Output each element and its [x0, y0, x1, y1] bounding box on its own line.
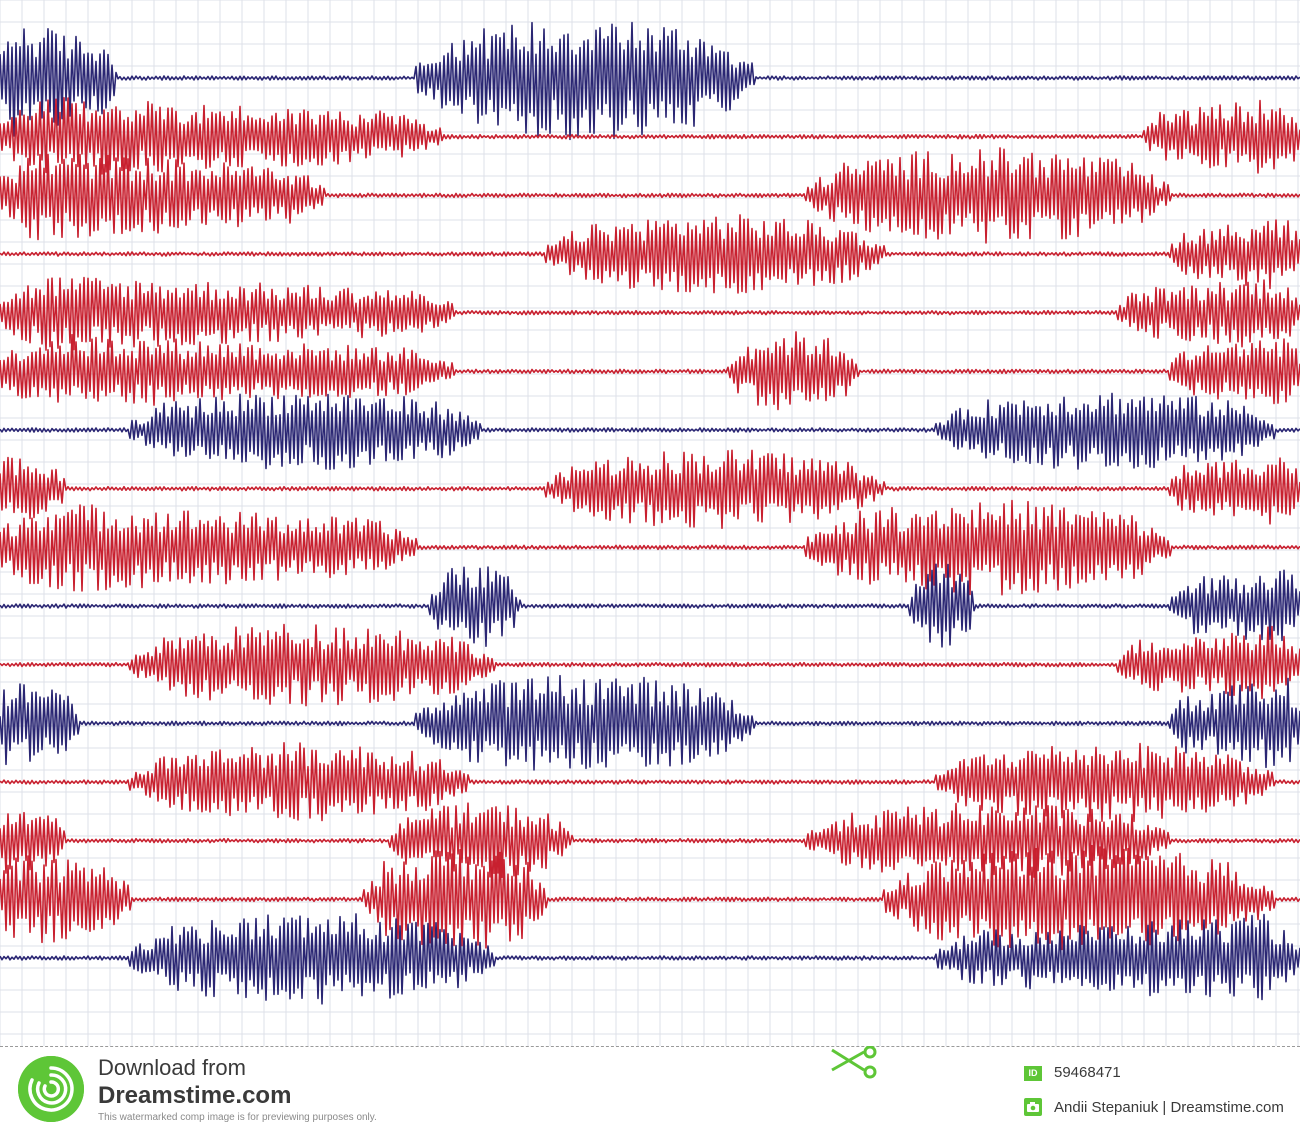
author-credit[interactable]: Andii Stepaniuk | Dreamstime.com	[1054, 1099, 1284, 1116]
dreamstime-swirl-icon	[18, 1056, 84, 1122]
watermark-footer	[0, 1046, 1300, 1137]
scissors-icon	[831, 1046, 877, 1079]
waveform-trace	[0, 802, 1300, 878]
waveform-trace	[0, 21, 1300, 141]
waveform-trace	[0, 214, 1300, 294]
waveform-trace	[0, 147, 1300, 244]
waveform-trace	[0, 844, 1300, 951]
camera-icon	[1024, 1098, 1042, 1116]
waveform-trace	[0, 623, 1300, 707]
waveform-trace	[0, 674, 1300, 771]
id-badge: ID	[1024, 1066, 1042, 1081]
waveform-trace	[0, 499, 1300, 596]
download-from-text: Download from	[98, 1055, 246, 1080]
waveform-trace	[0, 97, 1300, 175]
waveform-trace	[0, 331, 1300, 411]
image-id: 59468471	[1054, 1064, 1121, 1081]
waveform-trace	[0, 742, 1300, 823]
dreamstime-link[interactable]: Dreamstime.com	[98, 1082, 292, 1109]
waveform-trace	[0, 392, 1300, 470]
waveform-trace	[0, 276, 1300, 351]
waveform-trace	[0, 913, 1300, 1005]
waveform-artwork	[0, 0, 1300, 1046]
preview-disclaimer: This watermarked comp image is for previ…	[98, 1112, 377, 1123]
waveform-trace	[0, 563, 1300, 648]
waveform-trace	[0, 449, 1300, 529]
waveform-traces	[0, 21, 1300, 1005]
